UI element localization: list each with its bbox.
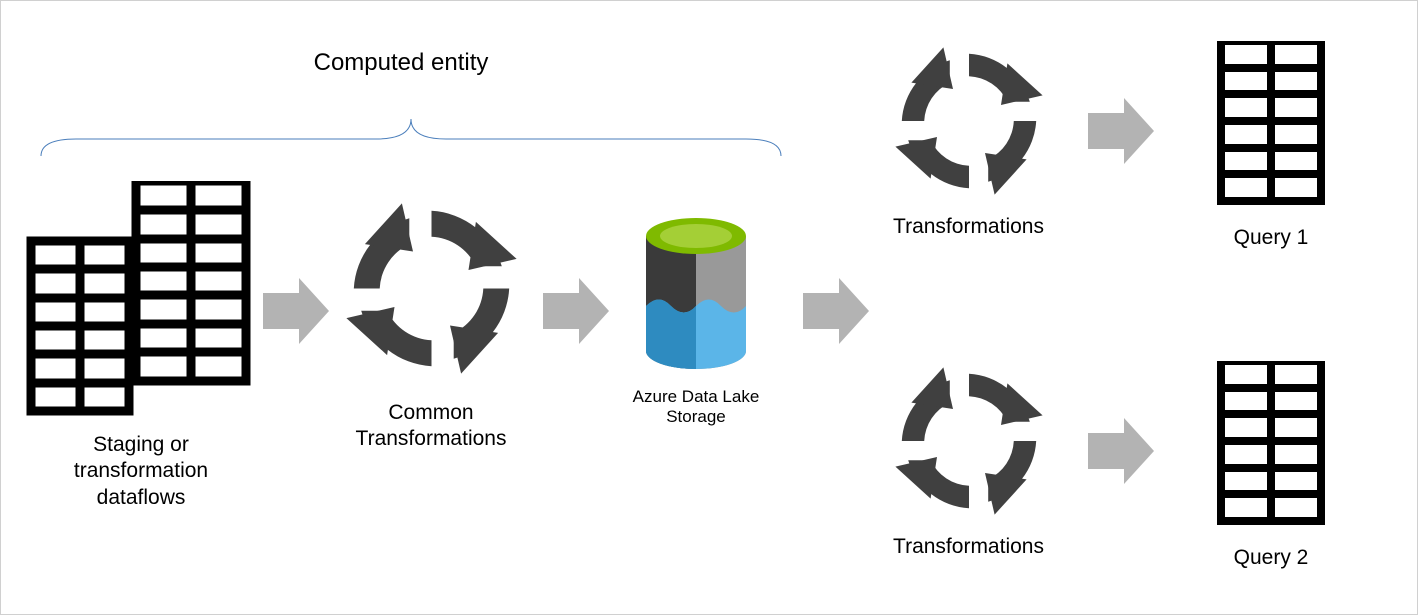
arrow-icon bbox=[261, 276, 331, 346]
common-transformations-label: CommonTransformations bbox=[336, 400, 526, 453]
arrow-icon bbox=[1086, 96, 1156, 166]
transformations-2-label: Transformations bbox=[881, 534, 1056, 560]
transformations-2-node: Transformations bbox=[881, 361, 1056, 560]
adls-label: Azure Data Lake Storage bbox=[601, 387, 791, 427]
cycle-icon bbox=[339, 196, 524, 381]
datalake-icon bbox=[601, 211, 791, 376]
adls-node: Azure Data Lake Storage bbox=[601, 211, 791, 427]
cycle-icon bbox=[889, 361, 1049, 521]
brace-icon bbox=[36, 111, 796, 161]
arrow-icon bbox=[801, 276, 871, 346]
query-1-label: Query 1 bbox=[1196, 225, 1346, 251]
arrow-icon bbox=[1086, 416, 1156, 486]
cycle-icon bbox=[889, 41, 1049, 201]
diagram-title: Computed entity bbox=[301, 49, 501, 77]
table-icon bbox=[1196, 361, 1346, 526]
common-transformations-node: CommonTransformations bbox=[336, 196, 526, 453]
transformations-1-node: Transformations bbox=[881, 41, 1056, 240]
tables-pair-icon bbox=[26, 181, 256, 421]
query-1-node: Query 1 bbox=[1196, 41, 1346, 251]
table-icon bbox=[1196, 41, 1346, 206]
staging-tables-node: Staging ortransformationdataflows bbox=[26, 181, 256, 511]
transformations-1-label: Transformations bbox=[881, 214, 1056, 240]
diagram-canvas: Computed entity bbox=[0, 0, 1418, 615]
staging-tables-label: Staging ortransformationdataflows bbox=[26, 432, 256, 511]
query-2-label: Query 2 bbox=[1196, 545, 1346, 571]
query-2-node: Query 2 bbox=[1196, 361, 1346, 571]
